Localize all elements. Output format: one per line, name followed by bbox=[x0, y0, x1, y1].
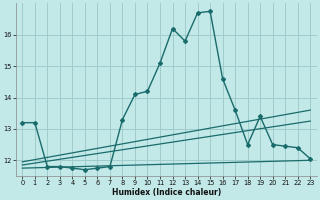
X-axis label: Humidex (Indice chaleur): Humidex (Indice chaleur) bbox=[112, 188, 221, 197]
